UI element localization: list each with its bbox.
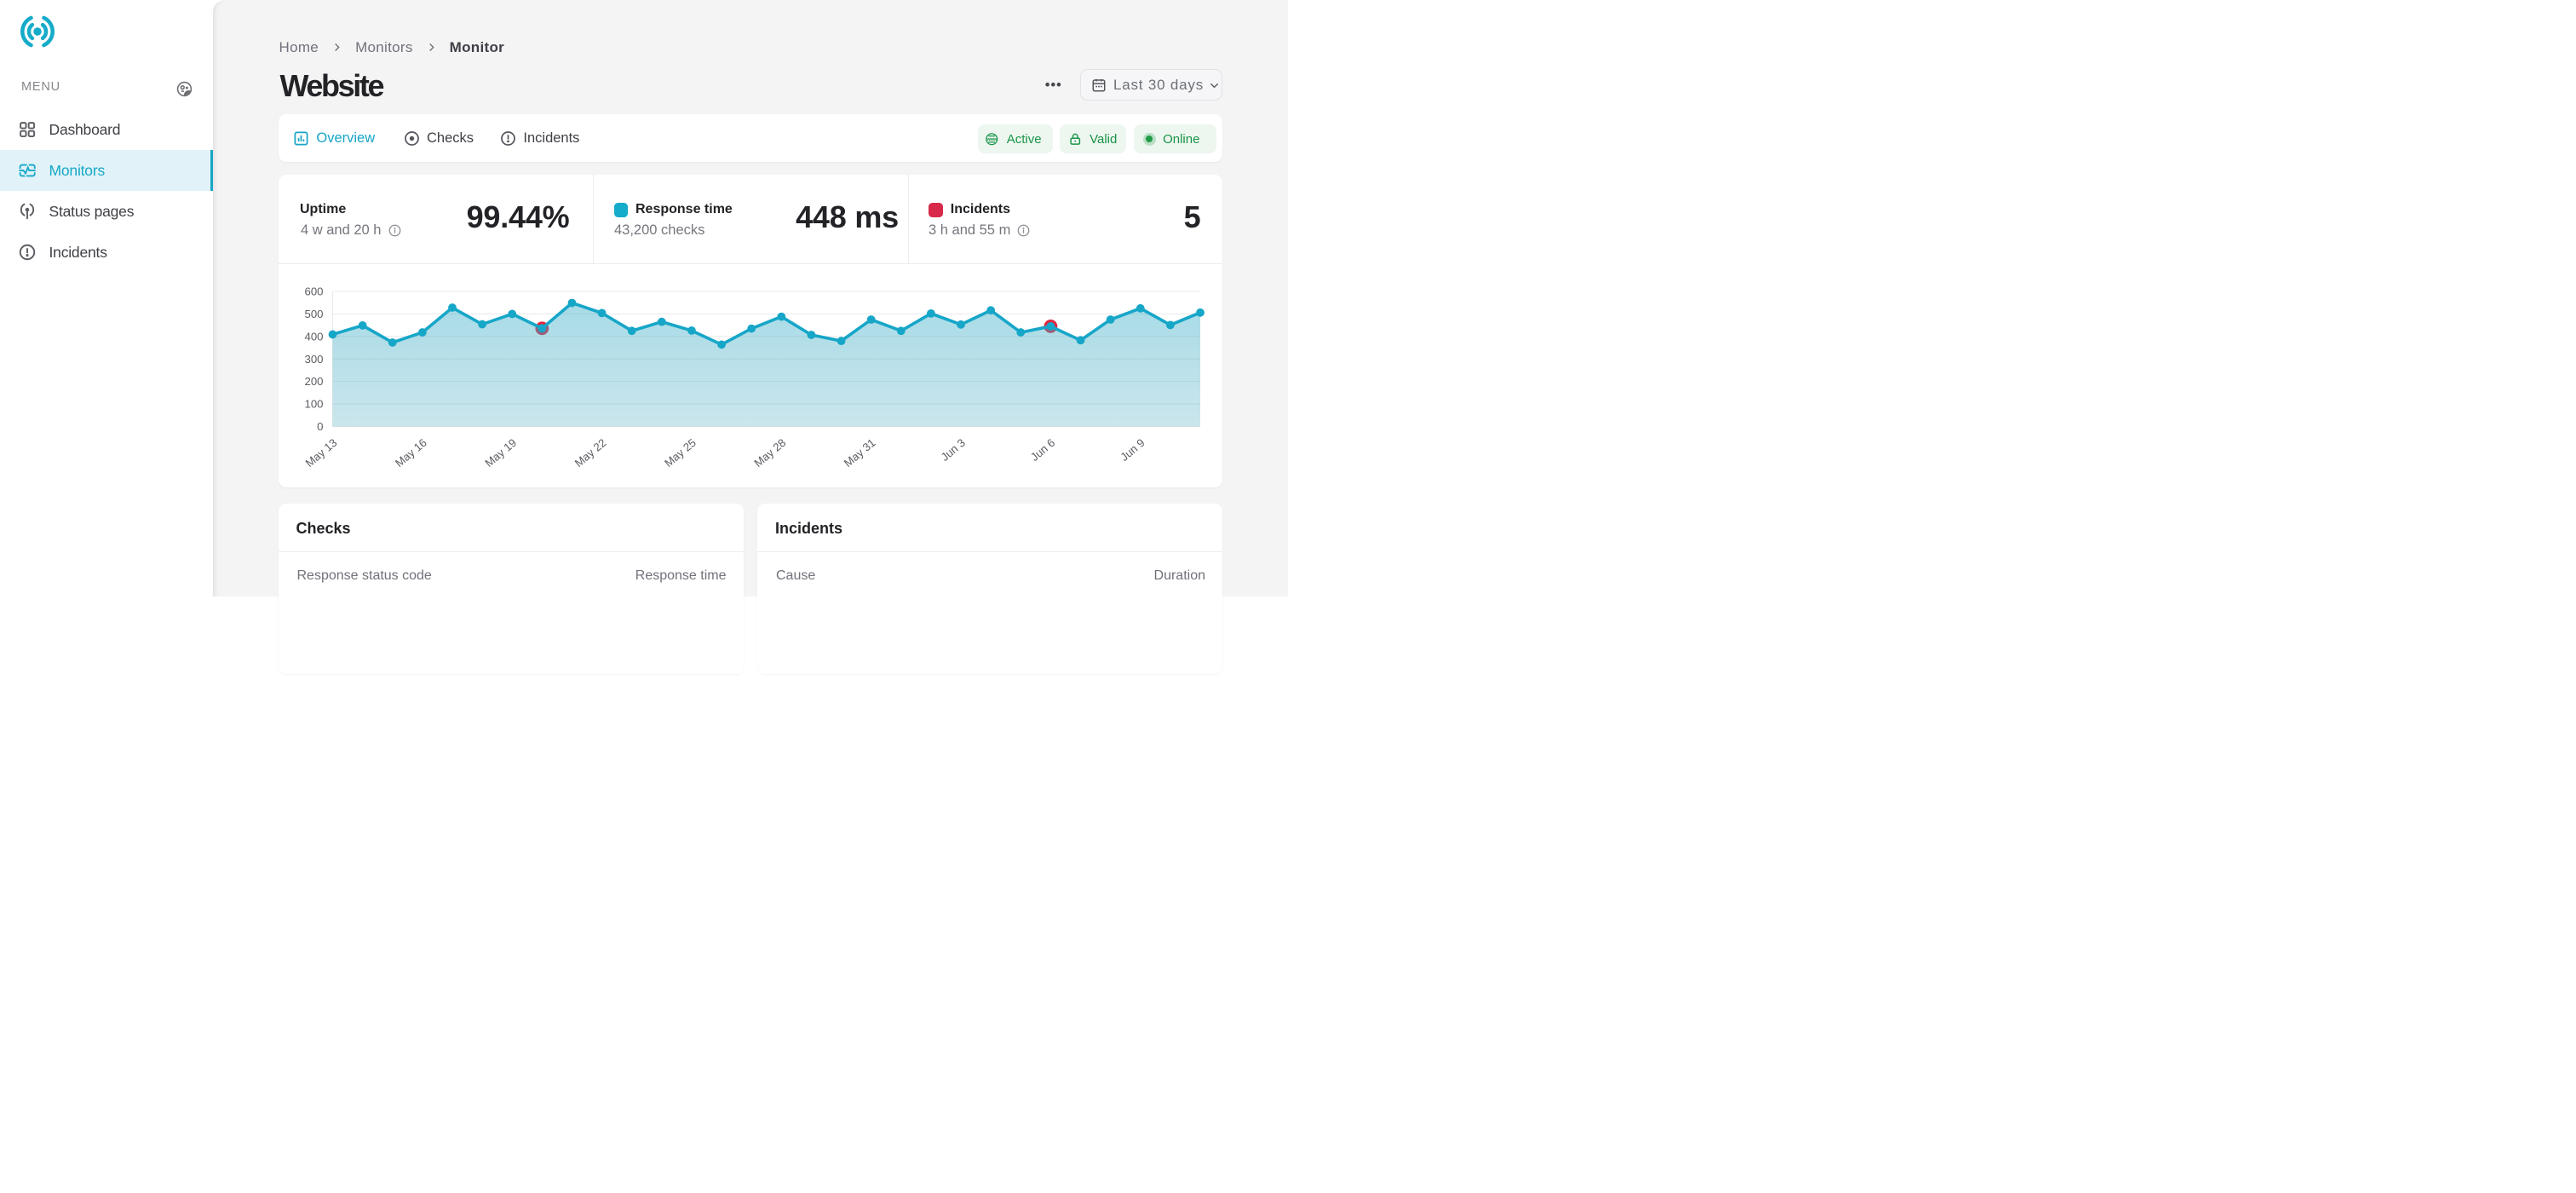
svg-text:0: 0 <box>317 420 323 433</box>
svg-text:May 16: May 16 <box>393 435 429 469</box>
svg-text:200: 200 <box>304 375 323 388</box>
svg-text:400: 400 <box>304 330 323 343</box>
svg-text:100: 100 <box>304 397 323 410</box>
svg-text:Jun 9: Jun 9 <box>1118 435 1147 463</box>
svg-text:Jun 6: Jun 6 <box>1027 435 1056 463</box>
svg-text:May 22: May 22 <box>572 435 608 469</box>
svg-text:300: 300 <box>304 352 323 365</box>
svg-text:May 28: May 28 <box>751 435 788 469</box>
svg-text:500: 500 <box>304 307 323 320</box>
svg-text:May 31: May 31 <box>841 435 877 469</box>
svg-text:Jun 3: Jun 3 <box>938 435 967 463</box>
svg-text:www: www <box>986 137 998 142</box>
svg-text:May 13: May 13 <box>302 435 339 469</box>
svg-text:May 19: May 19 <box>482 435 519 469</box>
svg-text:May 25: May 25 <box>662 435 699 469</box>
svg-text:600: 600 <box>304 285 323 297</box>
